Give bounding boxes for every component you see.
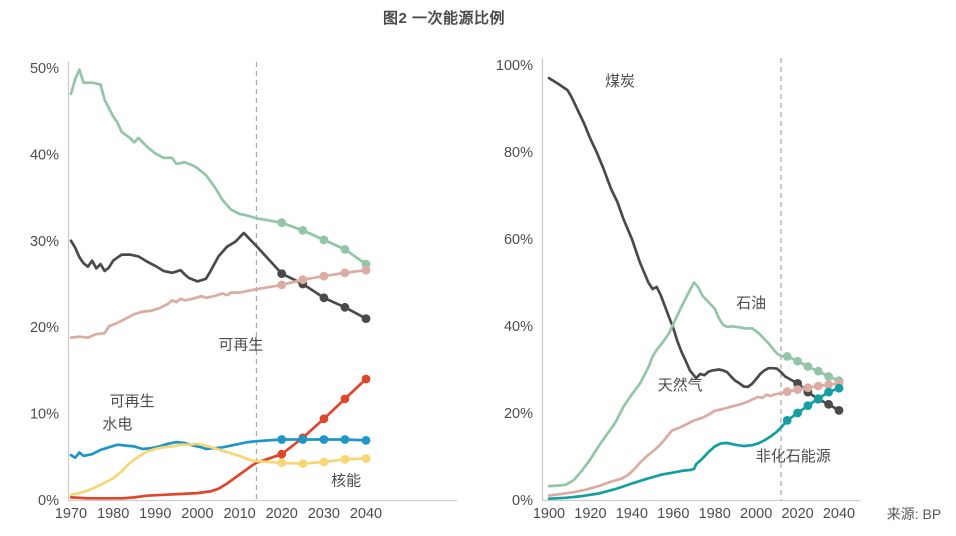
y-tick-label: 0%: [512, 493, 533, 509]
y-tick-label: 30%: [30, 234, 59, 250]
y-tick-label: 50%: [30, 61, 59, 77]
series-marker-oil: [298, 226, 308, 235]
series-label-annotation: 石油: [736, 295, 766, 312]
series-marker-oil: [824, 372, 833, 381]
series-line-renewables: [69, 377, 368, 500]
series-marker-gas: [813, 381, 823, 391]
x-tick-label: 2040: [350, 506, 382, 522]
series-marker-oil: [813, 366, 823, 376]
series-line-gas: [69, 268, 368, 339]
y-tick-label: 40%: [504, 319, 533, 335]
x-tick-label: 1990: [139, 506, 171, 522]
series-marker-nonfossil: [803, 401, 813, 410]
series-line-hydro: [69, 438, 368, 460]
series-marker-oil: [361, 259, 371, 269]
series-marker-nonfossil: [793, 408, 802, 418]
series-marker-coal: [834, 406, 844, 415]
y-tick-label: 0%: [38, 493, 59, 509]
series-marker-coal: [277, 269, 287, 278]
y-tick-label: 20%: [504, 406, 533, 422]
series-marker-hydro: [361, 436, 371, 445]
x-tick-label: 1970: [55, 506, 87, 522]
series-marker-oil: [319, 235, 329, 245]
y-tick-label: 100%: [496, 58, 533, 74]
series-label-annotation: 煤炭: [605, 73, 635, 90]
series-marker-hydro: [298, 435, 308, 444]
series-marker-gas: [319, 271, 329, 281]
series-marker-oil: [340, 245, 350, 254]
series-marker-nonfossil: [834, 383, 844, 393]
y-tick-label: 10%: [30, 407, 59, 423]
series-marker-gas: [824, 380, 833, 390]
series-marker-renewables: [319, 414, 329, 424]
x-tick-label: 2010: [223, 506, 255, 522]
x-tick-label: 1920: [574, 506, 606, 522]
y-tick-label: 20%: [30, 320, 59, 336]
series-label-annotation: 可再生: [218, 337, 263, 354]
series-marker-gas: [340, 268, 350, 278]
series-label-annotation: 可再生: [110, 393, 155, 410]
series-marker-hydro: [277, 435, 287, 444]
series-marker-nuclear: [340, 455, 350, 464]
series-marker-gas: [803, 383, 813, 393]
x-tick-label: 2000: [740, 506, 772, 522]
x-tick-label: 1980: [97, 506, 129, 522]
series-marker-hydro: [319, 435, 329, 444]
series-marker-renewables: [277, 449, 287, 459]
x-tick-label: 1980: [699, 506, 731, 522]
series-marker-gas: [782, 387, 792, 397]
series-marker-oil: [803, 362, 813, 371]
series-marker-gas: [277, 280, 287, 290]
y-tick-label: 80%: [504, 145, 533, 161]
series-marker-gas: [793, 385, 802, 394]
x-tick-label: 1940: [616, 506, 648, 522]
series-line-oil: [69, 68, 368, 266]
series-line-coal: [69, 231, 368, 320]
y-tick-label: 60%: [504, 232, 533, 248]
series-marker-coal: [824, 399, 833, 409]
series-marker-oil: [782, 352, 792, 361]
x-tick-label: 2020: [266, 506, 298, 522]
x-tick-label: 1960: [657, 506, 689, 522]
series-label-annotation: 水电: [102, 416, 132, 433]
series-line-nuclear: [69, 442, 368, 497]
series-marker-oil: [793, 356, 802, 366]
series-label-annotation: 非化石能源: [756, 448, 831, 465]
series-marker-nuclear: [298, 459, 308, 469]
x-tick-label: 1900: [533, 506, 565, 522]
source-label: 来源: BP: [886, 506, 942, 522]
x-tick-label: 2020: [781, 506, 813, 522]
series-marker-renewables: [340, 394, 350, 404]
series-marker-gas: [361, 265, 371, 275]
y-tick-label: 40%: [30, 147, 59, 163]
series-marker-nuclear: [319, 457, 329, 467]
series-marker-oil: [277, 218, 287, 228]
series-marker-nuclear: [277, 458, 287, 468]
series-marker-coal: [319, 293, 329, 303]
series-marker-renewables: [361, 374, 371, 384]
series-line-oil: [547, 281, 841, 488]
series-line-gas: [547, 382, 841, 497]
series-marker-hydro: [340, 435, 350, 444]
x-tick-label: 2030: [308, 506, 340, 522]
series-marker-nonfossil: [813, 394, 823, 403]
series-marker-coal: [340, 302, 350, 312]
series-marker-nonfossil: [782, 416, 792, 425]
series-marker-nonfossil: [824, 387, 833, 397]
x-tick-label: 2000: [181, 506, 213, 522]
series-marker-coal: [361, 314, 371, 323]
series-marker-gas: [298, 275, 308, 285]
page-title: 图2 一次能源比例: [382, 10, 505, 27]
series-line-nonfossil: [547, 386, 841, 501]
x-tick-label: 2040: [823, 506, 855, 522]
series-marker-coal: [793, 379, 802, 388]
series-line-coal: [547, 76, 841, 412]
series-marker-nuclear: [361, 454, 371, 463]
series-label-annotation: 天然气: [658, 377, 703, 394]
series-label-annotation: 核能: [331, 472, 361, 489]
